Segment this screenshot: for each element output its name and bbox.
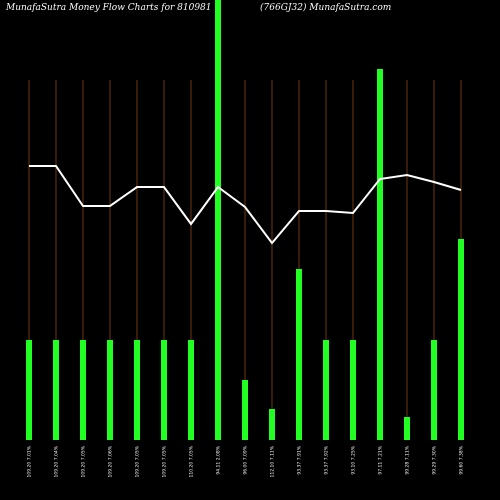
x-tick-label: 109.20 7.05% — [162, 445, 168, 477]
x-tick-label: 93.37 7.91% — [297, 445, 303, 474]
x-tick-label: 109.20 7.05% — [81, 445, 87, 477]
bar — [269, 409, 275, 440]
bar — [53, 340, 59, 440]
bar — [431, 340, 437, 440]
bar — [458, 239, 464, 440]
x-tick-label: 93.10 7.25% — [351, 445, 357, 474]
x-tick-label: 99.28 7.11% — [405, 445, 411, 474]
chart-subtitle: (766GJ32) MunafaSutra.com — [260, 2, 391, 13]
chart-title: MunafaSutra Money Flow Charts for 810981 — [5, 3, 212, 13]
bar — [215, 0, 221, 440]
x-tick-label: 109.20 7.04% — [54, 445, 60, 477]
x-tick-label: 97.11 7.21% — [378, 445, 384, 474]
x-tick-label: 112.10 7.11% — [270, 445, 276, 477]
bar — [161, 340, 167, 440]
bar — [80, 340, 86, 440]
x-tick-label: 94.11 2.08% — [216, 445, 222, 474]
bar — [350, 340, 356, 440]
bar — [134, 340, 140, 440]
x-tick-label: 109.20 7.05% — [135, 445, 141, 477]
money-flow-line — [29, 165, 462, 245]
bar — [323, 340, 329, 440]
bar — [107, 340, 113, 440]
bar — [404, 417, 410, 440]
x-tick-label: 93.37 7.92% — [324, 445, 330, 474]
bar — [242, 380, 248, 440]
x-tick-label: 109.20 7.06% — [108, 445, 114, 477]
x-tick-label: 99.29 7.30% — [432, 445, 438, 474]
x-tick-label: 110.20 7.05% — [189, 445, 195, 477]
x-tick-label: 99.60 7.38% — [459, 445, 465, 474]
bar — [26, 340, 32, 440]
bar — [296, 269, 302, 440]
x-tick-label: 109.20 7.01% — [27, 445, 33, 477]
x-tick-label: 96.00 7.09% — [243, 445, 249, 474]
bar — [377, 69, 383, 440]
bar — [188, 340, 194, 440]
